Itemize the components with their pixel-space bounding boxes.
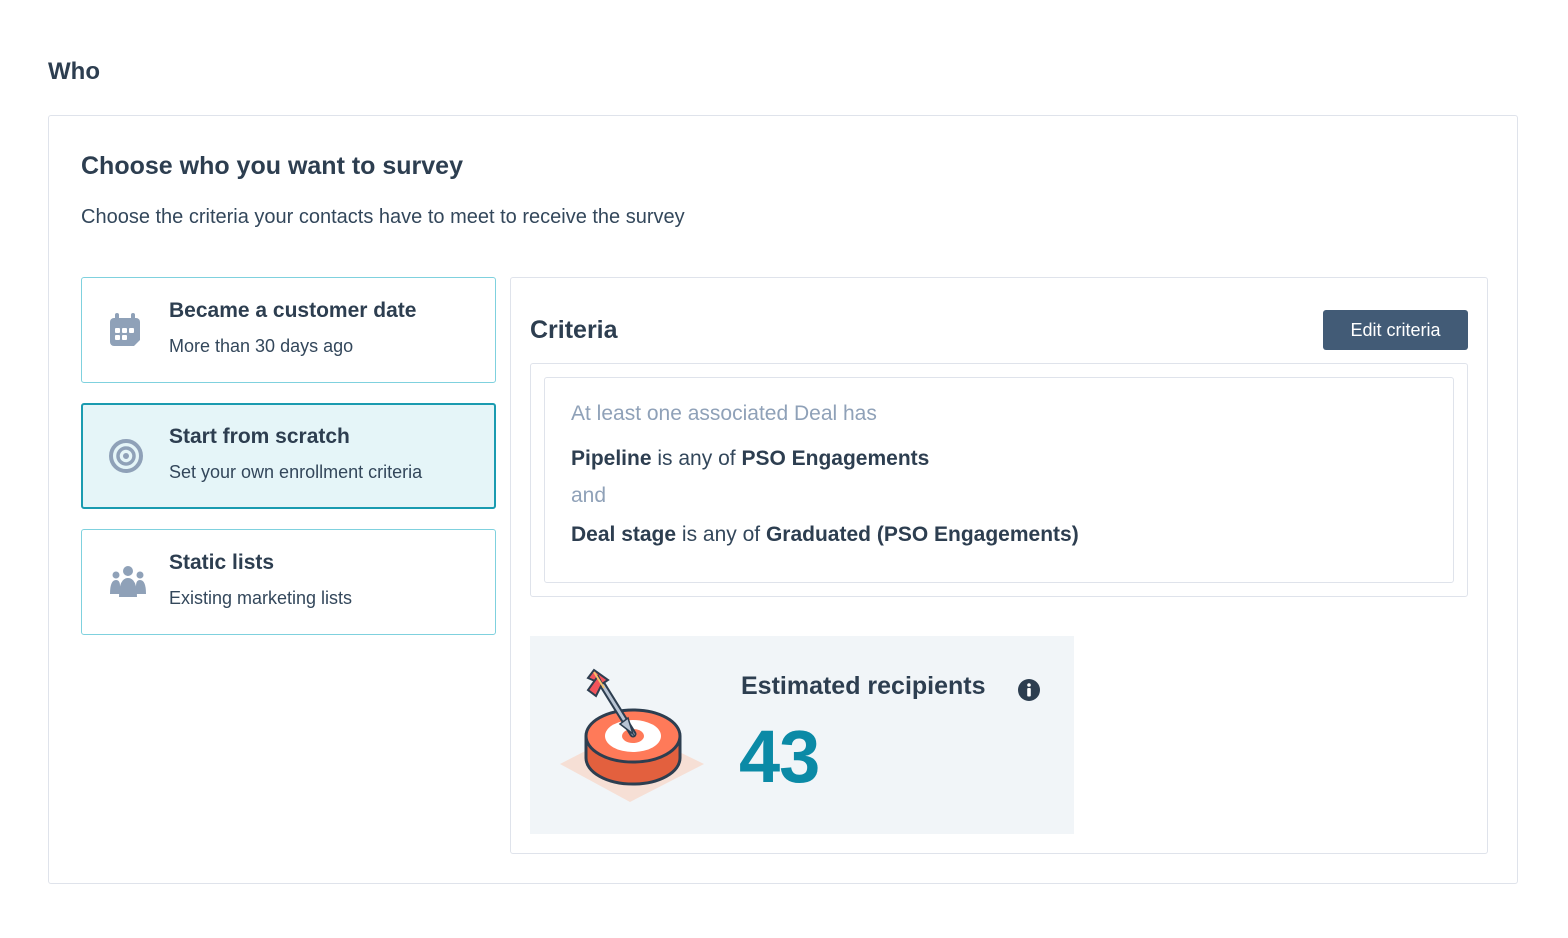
criteria-box: At least one associated Deal has Pipelin…: [530, 363, 1468, 597]
option-description: More than 30 days ago: [169, 336, 354, 356]
info-icon[interactable]: [1018, 679, 1040, 701]
card-heading: Choose who you want to survey: [81, 152, 463, 180]
option-title: Static lists: [169, 551, 275, 574]
criteria-rule: Deal stage is any of Graduated (PSO Enga…: [571, 523, 1079, 547]
calendar-icon: [108, 312, 144, 348]
criteria-panel: Criteria Edit criteria At least one asso…: [510, 277, 1488, 854]
rule-operator: is any of: [681, 523, 761, 546]
rule-operator: is any of: [657, 447, 736, 470]
rule-value: Graduated (PSO Engagements): [765, 523, 1079, 546]
edit-criteria-button[interactable]: Edit criteria: [1323, 310, 1468, 350]
people-group-icon: [108, 564, 146, 600]
rule-property: Pipeline: [571, 447, 652, 470]
option-static-lists[interactable]: Static lists Existing marketing lists: [81, 529, 496, 635]
card-subheading: Choose the criteria your contacts have t…: [81, 206, 685, 228]
section-title: Who: [48, 58, 100, 85]
estimated-recipients-count: 43: [739, 715, 820, 798]
criteria-filter-group: At least one associated Deal has Pipelin…: [544, 377, 1454, 583]
option-description: Existing marketing lists: [169, 588, 353, 608]
option-became-customer-date[interactable]: Became a customer date More than 30 days…: [81, 277, 496, 383]
target-icon: [108, 438, 144, 474]
survey-audience-card: Choose who you want to survey Choose the…: [48, 115, 1518, 884]
criteria-rule: Pipeline is any of PSO Engagements: [571, 447, 929, 471]
criteria-intro: At least one associated Deal has: [571, 402, 877, 425]
rule-property: Deal stage: [571, 523, 677, 546]
rule-value: PSO Engagements: [741, 447, 930, 470]
estimated-recipients-panel: Estimated recipients 43: [530, 636, 1074, 834]
option-title: Became a customer date: [169, 299, 417, 322]
criteria-title: Criteria: [530, 316, 618, 344]
estimated-recipients-label: Estimated recipients: [741, 672, 986, 700]
option-title: Start from scratch: [169, 425, 350, 448]
target-dart-illustration: [558, 666, 712, 811]
option-description: Set your own enrollment criteria: [169, 462, 423, 482]
option-start-from-scratch[interactable]: Start from scratch Set your own enrollme…: [81, 403, 496, 509]
criteria-conjunction: and: [571, 484, 607, 507]
